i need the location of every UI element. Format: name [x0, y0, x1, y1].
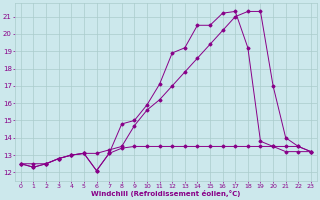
X-axis label: Windchill (Refroidissement éolien,°C): Windchill (Refroidissement éolien,°C) — [91, 190, 241, 197]
